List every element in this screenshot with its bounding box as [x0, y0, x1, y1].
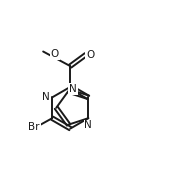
- Text: N: N: [69, 84, 77, 94]
- Text: Br: Br: [28, 122, 40, 132]
- Text: N: N: [42, 92, 50, 102]
- Text: O: O: [51, 49, 59, 59]
- Text: N: N: [84, 120, 92, 130]
- Text: O: O: [86, 50, 95, 60]
